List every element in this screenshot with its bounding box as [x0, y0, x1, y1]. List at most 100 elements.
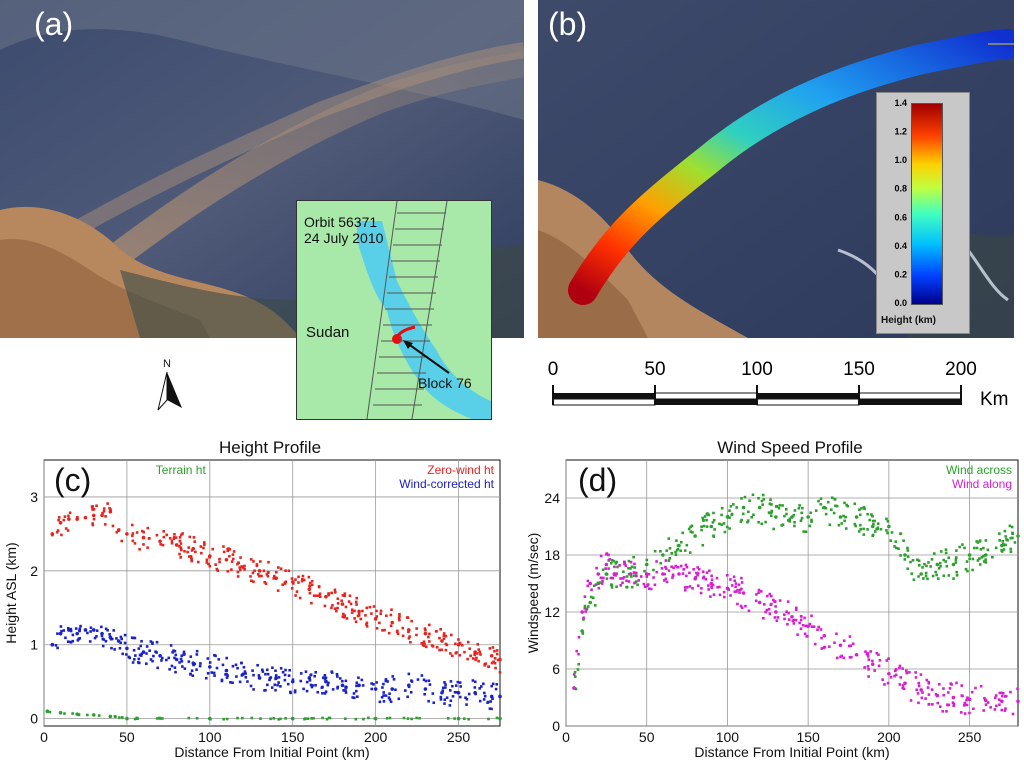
data-point: [431, 692, 435, 695]
data-point: [310, 579, 314, 583]
data-point: [924, 574, 928, 578]
data-point: [859, 523, 862, 527]
data-point: [179, 542, 183, 545]
scale-tick-0: 0: [548, 359, 559, 380]
data-point: [120, 637, 123, 641]
data-point: [133, 636, 137, 640]
data-point: [494, 666, 497, 670]
data-point: [982, 554, 985, 558]
data-point: [475, 652, 479, 655]
data-point: [720, 506, 724, 510]
legend-wind-corrected-ht: Wind-corrected ht: [399, 477, 494, 491]
data-point-anchor: [604, 562, 609, 567]
data-point: [894, 540, 898, 543]
data-point: [123, 633, 127, 637]
data-point: [439, 698, 443, 701]
data-point: [172, 649, 175, 652]
data-point-anchor: [790, 614, 794, 619]
data-point: [582, 616, 585, 620]
data-point: [190, 549, 194, 552]
data-point: [883, 683, 886, 686]
data-point: [445, 696, 449, 700]
data-point-anchor: [588, 581, 593, 586]
data-point-anchor: [693, 534, 697, 538]
data-point: [740, 581, 744, 584]
data-point-anchor: [498, 716, 502, 721]
data-point: [109, 637, 113, 641]
data-point: [791, 619, 795, 623]
data-point: [917, 684, 921, 688]
data-point: [281, 670, 285, 674]
data-point: [191, 674, 195, 677]
data-point: [102, 509, 106, 513]
data-point: [118, 646, 122, 650]
data-point: [454, 651, 458, 655]
data-point: [723, 530, 727, 534]
data-point: [496, 658, 500, 662]
data-point: [362, 717, 365, 721]
data-point: [966, 569, 969, 573]
data-point: [146, 546, 149, 549]
data-point: [130, 523, 134, 527]
data-point: [583, 595, 587, 598]
data-point: [835, 632, 838, 636]
data-point: [872, 522, 875, 526]
data-point: [885, 529, 888, 532]
data-point-anchor: [935, 562, 940, 567]
data-point-anchor: [489, 694, 494, 699]
data-point: [655, 570, 659, 574]
data-point: [906, 546, 909, 550]
data-point: [615, 560, 618, 564]
data-point: [265, 668, 269, 672]
data-point: [615, 585, 618, 589]
data-point: [487, 717, 490, 721]
data-point-anchor: [951, 695, 956, 700]
inset-map-drawing: [357, 200, 491, 420]
data-point: [899, 676, 903, 679]
data-point: [586, 605, 590, 608]
data-point: [938, 561, 942, 565]
data-point: [187, 555, 191, 558]
data-point: [375, 615, 379, 618]
data-point: [728, 516, 731, 519]
data-point: [375, 626, 379, 630]
data-point: [688, 571, 691, 575]
data-point: [415, 633, 418, 637]
data-point: [998, 691, 1002, 695]
data-point: [842, 514, 845, 518]
data-point: [787, 611, 790, 615]
data-point: [267, 560, 270, 564]
colorbar-tick-label: 0.2: [894, 269, 907, 279]
data-point: [804, 624, 808, 628]
data-point: [495, 716, 499, 720]
data-point: [792, 622, 796, 625]
data-point-anchor: [725, 515, 730, 519]
data-point: [667, 537, 671, 540]
data-point: [226, 549, 230, 553]
data-point: [428, 683, 432, 686]
data-point: [989, 706, 992, 709]
data-point: [313, 674, 316, 678]
data-point: [917, 701, 920, 705]
data-point: [1001, 691, 1005, 695]
data-point: [231, 553, 235, 556]
data-point: [573, 675, 577, 679]
data-point: [385, 614, 388, 618]
data-point-anchor: [967, 697, 972, 702]
data-point: [221, 663, 225, 667]
data-point: [862, 533, 866, 536]
data-point-anchor: [158, 654, 162, 658]
data-point: [469, 654, 472, 658]
data-point: [136, 717, 139, 720]
data-point: [625, 575, 629, 578]
colorbar-gradient: [911, 103, 943, 305]
data-point: [910, 572, 914, 575]
data-point: [1000, 708, 1004, 712]
data-point: [195, 653, 199, 656]
data-point: [265, 573, 269, 576]
data-point-anchor: [967, 553, 972, 557]
data-point: [283, 678, 287, 682]
data-point: [375, 681, 378, 684]
data-point: [181, 532, 184, 535]
data-point-anchor: [108, 714, 113, 719]
